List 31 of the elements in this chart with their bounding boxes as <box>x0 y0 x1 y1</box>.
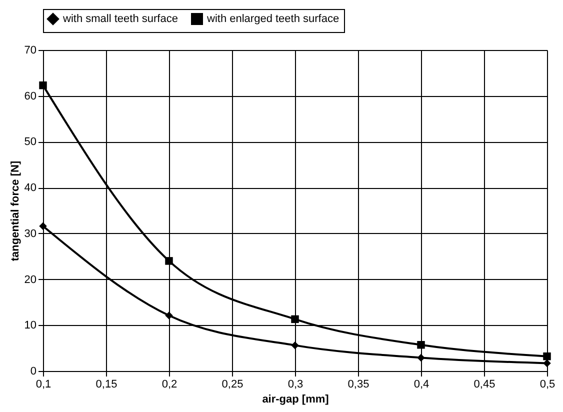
x-tick-label: 0,4 <box>414 378 430 390</box>
y-tick-label: 0 <box>30 366 36 378</box>
y-tick-label: 70 <box>24 44 36 56</box>
x-tick-label: 0,35 <box>348 378 370 390</box>
point <box>417 340 425 349</box>
x-tick-label: 0,25 <box>222 378 244 390</box>
y-tick-label: 30 <box>24 228 36 240</box>
point <box>543 352 551 360</box>
point <box>291 341 299 350</box>
y-axis-title: tangential force [N] <box>9 160 22 262</box>
point <box>39 222 47 230</box>
y-tick-label: 40 <box>24 182 36 194</box>
x-tick-label: 0,1 <box>36 378 52 390</box>
point <box>543 359 551 368</box>
legend-label: with enlarged teeth surface <box>206 13 340 25</box>
point <box>165 257 173 265</box>
point <box>291 315 299 324</box>
x-tick-label: 0,2 <box>162 378 178 390</box>
x-tick-label: 0,5 <box>540 378 556 390</box>
legend-label: with small teeth surface <box>62 13 178 25</box>
point <box>165 312 173 320</box>
x-axis-title: air-gap [mm] <box>262 394 330 406</box>
point <box>39 81 47 90</box>
point <box>417 354 425 362</box>
x-tick-label: 0,15 <box>96 378 118 390</box>
y-tick-label: 60 <box>24 90 36 102</box>
x-tick-label: 0,45 <box>474 378 496 390</box>
y-tick-label: 20 <box>24 274 36 286</box>
x-tick-label: 0,3 <box>288 378 304 390</box>
y-tick-label: 50 <box>24 136 36 148</box>
y-tick-label: 10 <box>24 320 36 332</box>
